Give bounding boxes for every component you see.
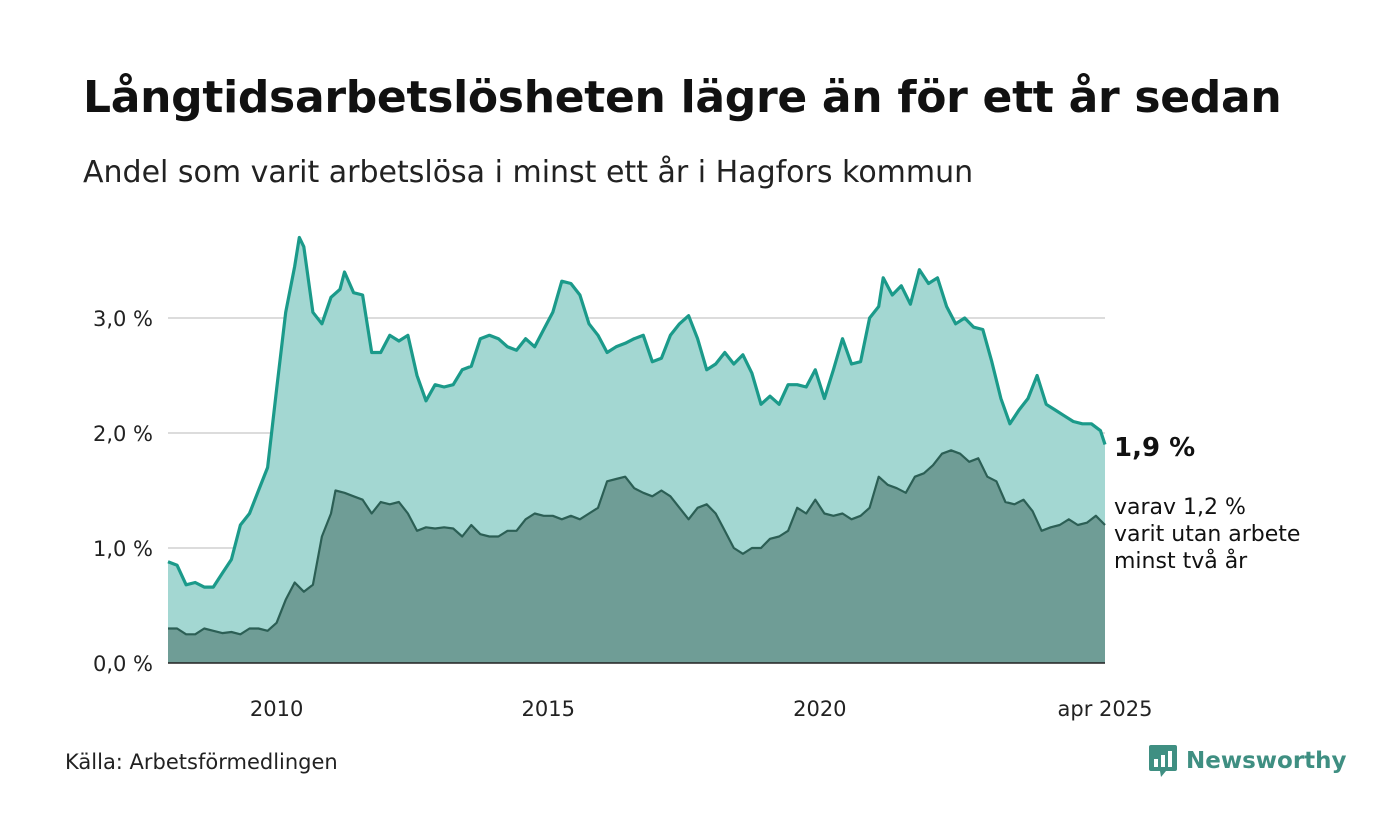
annotation-line-2: varit utan arbete	[1114, 522, 1301, 547]
y-tick-label: 2,0 %	[93, 422, 153, 446]
x-tick-label: 2020	[793, 697, 846, 721]
newsworthy-logo: Newsworthy	[1148, 744, 1347, 778]
y-tick-label: 0,0 %	[93, 652, 153, 676]
annotation-line-3: minst två år	[1114, 549, 1248, 574]
series-two-years-line	[168, 449, 1106, 636]
annotation-line-1: varav 1,2 %	[1114, 495, 1246, 520]
series-long-term-line	[167, 235, 1107, 589]
latest-value-label: 1,9 %	[1114, 433, 1196, 463]
source-note: Källa: Arbetsförmedlingen	[65, 750, 338, 774]
x-tick-label: 2015	[522, 697, 575, 721]
logo-text: Newsworthy	[1186, 748, 1347, 774]
series-two-years-area	[168, 450, 1105, 663]
y-tick-label: 1,0 %	[93, 537, 153, 561]
x-tick-label: 2010	[250, 697, 303, 721]
sub-series-annotation: varav 1,2 % varit utan arbete minst två …	[1114, 494, 1300, 575]
x-tick-label: apr 2025	[1058, 697, 1153, 721]
y-tick-label: 3,0 %	[93, 307, 153, 331]
newsworthy-logo-icon	[1149, 745, 1177, 777]
chart-subtitle: Andel som varit arbetslösa i minst ett å…	[83, 155, 974, 190]
chart-title: Långtidsarbetslösheten lägre än för ett …	[83, 72, 1282, 123]
